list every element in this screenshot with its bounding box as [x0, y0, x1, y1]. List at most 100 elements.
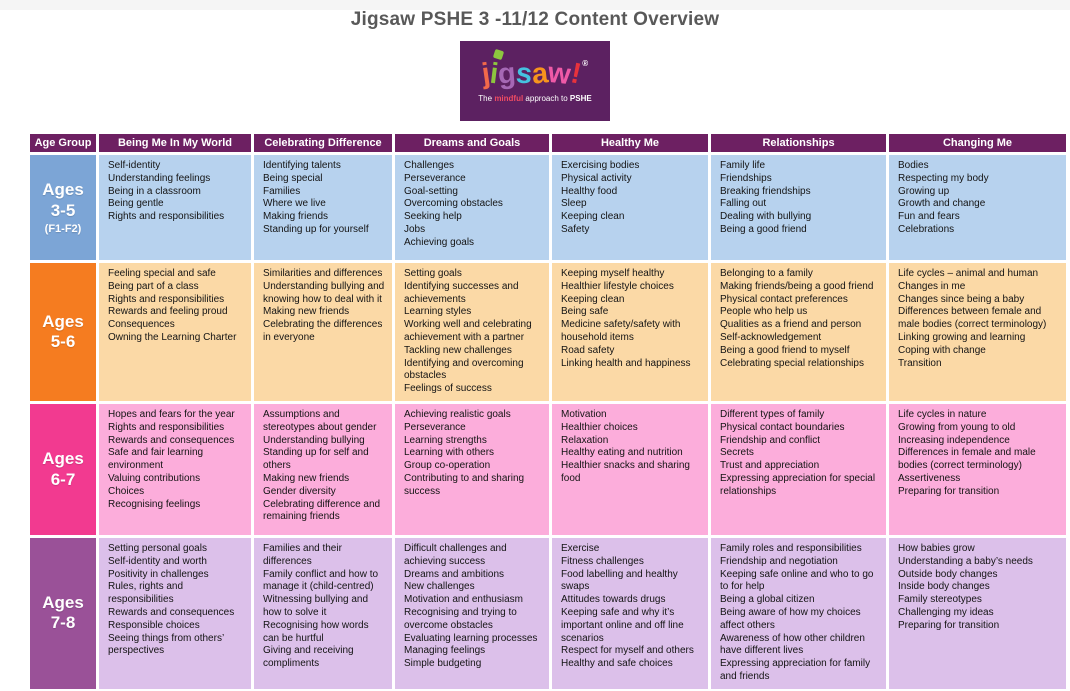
topic-item: Being a good friend [720, 223, 807, 235]
topic-item: Celebrating special relationships [720, 357, 864, 369]
topic-item: Safety [561, 223, 590, 235]
content-cell-ages-6-7-being-me-in-my-world: Hopes and fears for the year Rights and r… [99, 404, 251, 535]
content-cell-ages-3-5-celebrating-difference: Identifying talents Being special Families… [254, 155, 392, 260]
topic-item: Being part of a class [108, 280, 199, 292]
topic-item: Keeping clean [561, 293, 625, 305]
topic-item: Growing from young to old [898, 421, 1016, 433]
topic-item: Making new friends [263, 306, 350, 318]
topic-item: Feeling special and safe [108, 268, 216, 279]
topic-item: Achieving realistic goals [404, 409, 511, 420]
top-strip [0, 0, 1070, 10]
age-group-label: 7-8 [50, 613, 76, 633]
jigsaw-logo: j i g s a w! ® The mindful approach to PSHE [460, 41, 610, 121]
topic-item: Feelings of success [404, 383, 492, 395]
topic-item: Rewards and consequences [108, 434, 235, 446]
topic-item: Identifying and overcoming obstacles [404, 357, 524, 382]
topic-item: Keeping clean [561, 211, 625, 223]
topic-item: Simple budgeting [404, 658, 482, 670]
topic-item: Choices [108, 485, 145, 497]
topic-item: Overcoming obstacles [404, 198, 503, 210]
topic-item: Assumptions and stereotypes about gender [263, 409, 377, 433]
topic-item: Linking growing and learning [898, 331, 1026, 343]
topic-item: Being a good friend to myself [720, 344, 850, 356]
logo-letter: g [496, 56, 518, 91]
topic-item: Exercising bodies [561, 160, 640, 171]
topic-item: Giving and receiving compliments [263, 645, 354, 670]
topic-item: Being safe [561, 306, 609, 318]
topic-item: Increasing independence [898, 434, 1010, 446]
column-header-changing-me: Changing Me [889, 134, 1066, 152]
topic-item: Fun and fears [898, 211, 960, 223]
topic-item: Family conflict and how to manage it (ch… [263, 568, 379, 593]
topic-item: Differences in female and male bodies (c… [898, 447, 1036, 472]
content-cell-ages-7-8-changing-me: How babies grow Understanding a baby’s ne… [889, 538, 1066, 689]
topic-item: Seeking help [404, 211, 462, 223]
topic-item: Assertiveness [898, 472, 961, 484]
topic-item: Setting personal goals [108, 543, 207, 554]
topic-item: Group co-operation [404, 460, 491, 472]
content-cell-ages-5-6-being-me-in-my-world: Feeling special and safe Being part of a … [99, 263, 251, 401]
topic-item: Preparing for transition [898, 619, 1000, 631]
topic-item: Identifying talents [263, 160, 341, 171]
topic-item: Road safety [561, 344, 615, 356]
topic-item: Goal-setting [404, 185, 458, 197]
topic-item: Managing feelings [404, 645, 486, 657]
topic-item: Recognising feelings [108, 498, 201, 510]
topic-item: Friendship and negotiation [720, 555, 838, 567]
content-cell-ages-7-8-celebrating-difference: Families and their differences Family con… [254, 538, 392, 689]
column-header-healthy-me: Healthy Me [552, 134, 708, 152]
topic-item: Making friends [263, 211, 329, 223]
topic-item: Where we live [263, 198, 326, 210]
topic-item: Motivation [561, 409, 607, 420]
topic-item: Life cycles in nature [898, 409, 987, 420]
topic-item: Contributing to and sharing success [404, 472, 525, 497]
topic-item: Transition [898, 357, 942, 369]
topic-item: Consequences [108, 319, 175, 331]
age-group-label: 6-7 [50, 469, 76, 489]
topic-item: Setting goals [404, 268, 462, 279]
topic-item: Learning with others [404, 447, 495, 459]
topic-item: Different types of family [720, 409, 825, 420]
content-cell-ages-5-6-relationships: Belonging to a family Making friends/bein… [711, 263, 886, 401]
topic-item: Jobs [404, 223, 426, 235]
topic-item: Witnessing bullying and how to solve it [263, 594, 369, 618]
topic-item: Linking health and happiness [561, 357, 691, 369]
topic-item: Expressing appreciation for family and f… [720, 658, 871, 682]
topic-item: Learning styles [404, 306, 472, 318]
topic-item: Respect for myself and others [561, 645, 694, 657]
topic-item: Trust and appreciation [720, 460, 820, 472]
topic-item: Similarities and differences [263, 268, 383, 279]
topic-item: Respecting my body [898, 172, 989, 184]
topic-item: Motivation and enthusiasm [404, 594, 523, 606]
age-group-label: 3-5 [50, 200, 76, 220]
topic-item: Recognising and trying to overcome obsta… [404, 606, 517, 631]
content-cell-ages-6-7-celebrating-difference: Assumptions and stereotypes about gender… [254, 404, 392, 535]
topic-item: Standing up for yourself [263, 223, 369, 235]
topic-item: Being special [263, 172, 323, 184]
column-header-celebrating-difference: Celebrating Difference [254, 134, 392, 152]
topic-item: Learning strengths [404, 434, 487, 446]
age-group-cell-ages-7-8: Ages 7-8 [30, 538, 96, 689]
page-title: Jigsaw PSHE 3 -11/12 Content Overview [350, 9, 720, 30]
content-cell-ages-3-5-healthy-me: Exercising bodies Physical activity Health… [552, 155, 708, 260]
topic-item: Positivity in challenges [108, 568, 209, 580]
topic-item: New challenges [404, 581, 475, 593]
topic-item: Achieving goals [404, 236, 475, 248]
age-group-cell-ages-3-5: Ages 3-5 (F1-F2) [30, 155, 96, 260]
topic-item: Being a global citizen [720, 594, 815, 606]
topic-item: Making friends/being a good friend [720, 280, 874, 292]
topic-item: Challenges [404, 160, 455, 171]
topic-item: People who help us [720, 306, 808, 318]
topic-item: Healthy food [561, 185, 618, 197]
column-header-relationships: Relationships [711, 134, 886, 152]
topic-item: Friendship and conflict [720, 434, 821, 446]
column-header-age-group: Age Group [30, 134, 96, 152]
topic-item: Families [263, 185, 301, 197]
topic-item: Valuing contributions [108, 472, 201, 484]
topic-item: Understanding a baby’s needs [898, 555, 1033, 567]
topic-item: Rights and responsibilities [108, 421, 225, 433]
topic-item: Qualities as a friend and person [720, 319, 862, 331]
topic-item: Evaluating learning processes [404, 632, 538, 644]
age-group-label: Ages [42, 180, 84, 200]
topic-item: Celebrating difference and remaining fri… [263, 498, 381, 523]
